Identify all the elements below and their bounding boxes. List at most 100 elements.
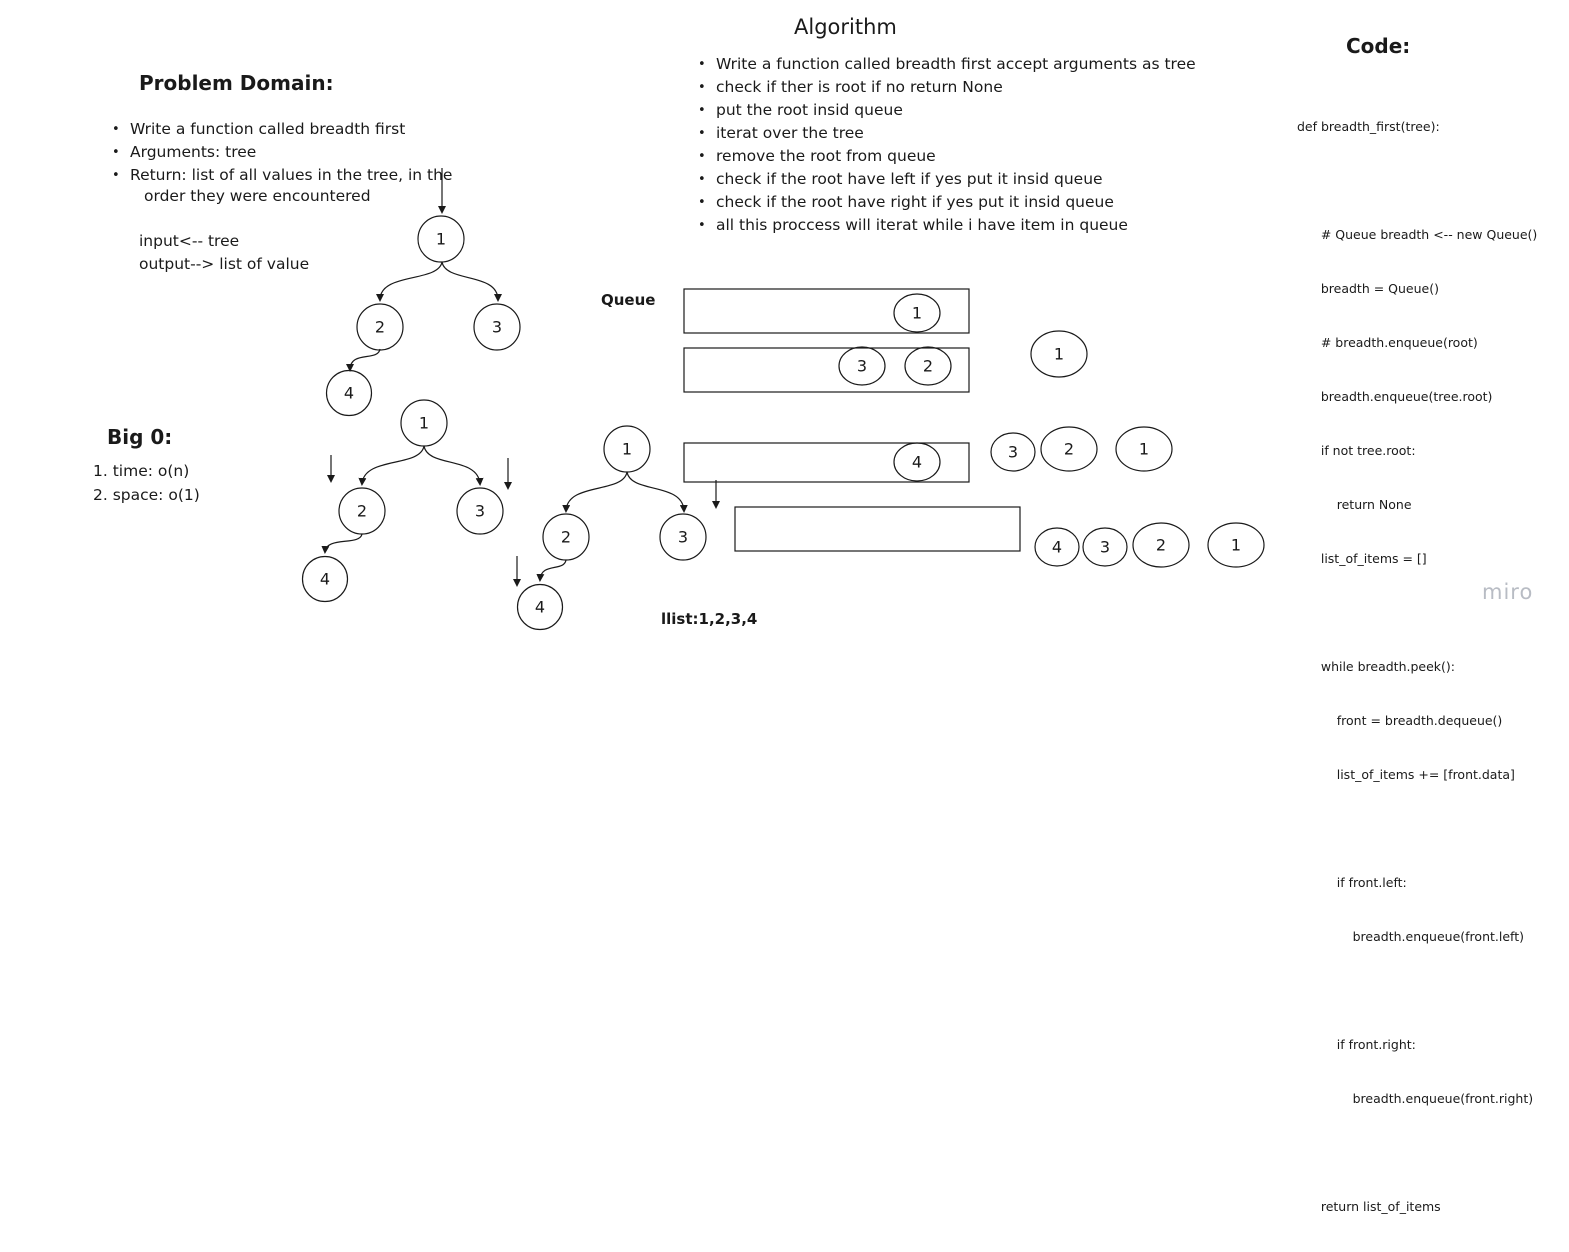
output-item (1082, 527, 1128, 567)
algorithm-step: check if the root have right if yes put … (696, 191, 1196, 214)
queue-item (904, 346, 952, 386)
output-item-label: 2 (1156, 536, 1166, 555)
algorithm-step: put the root insid queue (696, 99, 1196, 122)
result-label: llist:1,2,3,4 (661, 610, 758, 628)
output-item-label: 2 (1064, 440, 1074, 459)
tree-edge (376, 261, 443, 302)
node-label: 3 (678, 528, 688, 547)
tree-node (542, 513, 590, 561)
problem-domain-list: Write a function called breadth first Ar… (110, 118, 452, 187)
whiteboard-canvas[interactable]: Problem Domain: Write a function called … (0, 0, 1569, 1214)
tree-node (417, 215, 465, 263)
code-line: # Queue breadth <-- new Queue() (1297, 227, 1538, 242)
big-o-item: 2. space: o(1) (93, 486, 200, 504)
node-label: 1 (622, 440, 632, 459)
node-label: 1 (419, 414, 429, 433)
algorithm-steps: Write a function called breadth first ac… (696, 53, 1196, 237)
tree-edge (321, 533, 363, 554)
output-item-label: 3 (1008, 443, 1018, 462)
tree-diagram-c (513, 425, 720, 631)
queue-item-label: 2 (923, 357, 933, 376)
code-line: if not tree.root: (1297, 443, 1416, 458)
io-output: output--> list of value (139, 255, 310, 273)
code-line: front = breadth.dequeue() (1297, 713, 1503, 728)
algorithm-step: remove the root from queue (696, 145, 1196, 168)
output-item (1132, 522, 1190, 568)
problem-domain-continuation: order they were encountered (144, 187, 371, 205)
node-label: 2 (357, 502, 367, 521)
tree-node (338, 487, 386, 535)
output-item (1207, 522, 1265, 568)
code-title: Code: (1346, 34, 1411, 58)
output-item-label: 3 (1100, 538, 1110, 557)
code-line: ​ (1297, 982, 1537, 1000)
problem-domain-title: Problem Domain: (139, 71, 334, 95)
tree-node (473, 303, 521, 351)
code-line: def breadth_first(tree): (1297, 119, 1440, 134)
node-label: 3 (475, 502, 485, 521)
algorithm-step: Write a function called breadth first ac… (696, 53, 1196, 76)
node-label: 4 (320, 570, 330, 589)
io-input: input<-- tree (139, 232, 240, 250)
queue-item (893, 293, 941, 333)
queue-item (838, 346, 886, 386)
queue-item-label: 3 (857, 357, 867, 376)
node-label: 4 (344, 384, 354, 403)
algorithm-step: check if ther is root if no return None (696, 76, 1196, 99)
code-line: if front.right: (1297, 1037, 1416, 1052)
code-line: # breadth.enqueue(root) (1297, 335, 1478, 350)
tree-node (456, 487, 504, 535)
node-label: 1 (436, 230, 446, 249)
tree-node (659, 513, 707, 561)
algorithm-step: iterat over the tree (696, 122, 1196, 145)
output-item-label: 1 (1231, 536, 1241, 555)
tree-node (603, 425, 651, 473)
problem-domain-bullet: Arguments: tree (110, 141, 452, 164)
tree-edge (346, 348, 381, 372)
tree-edge (423, 445, 484, 486)
queue-label: Queue (601, 291, 656, 309)
tree-node (516, 583, 564, 631)
tree-node (400, 399, 448, 447)
algorithm-title: Algorithm (794, 15, 897, 39)
code-line: breadth.enqueue(front.right) (1297, 1091, 1534, 1106)
tree-edge (358, 445, 425, 486)
problem-domain-bullet: Write a function called breadth first (110, 118, 452, 141)
algorithm-step: check if the root have left if yes put i… (696, 168, 1196, 191)
queue-item-label: 1 (912, 304, 922, 323)
big-o-item: 1. time: o(n) (93, 462, 190, 480)
node-label: 2 (375, 318, 385, 337)
node-label: 3 (492, 318, 502, 337)
code-line: list_of_items += [front.data] (1297, 767, 1515, 782)
output-item-label: 4 (1052, 538, 1062, 557)
tree-edge (441, 261, 502, 302)
diagram-layer: 1 2 3 4 1 2 3 4 1 2 3 4 1 3 2 4 1 3 2 1 … (301, 168, 1265, 631)
code-line: return None (1297, 497, 1412, 512)
queue-item-label: 4 (912, 453, 922, 472)
code-line: breadth.enqueue(front.left) (1297, 929, 1524, 944)
tree-node (356, 303, 404, 351)
queue-box (683, 288, 970, 334)
output-item (1030, 330, 1088, 378)
tree-edge (626, 471, 688, 513)
code-line: while breadth.peek(): (1297, 659, 1455, 674)
output-item (1034, 527, 1080, 567)
queue-item (893, 442, 941, 482)
queue-box (683, 347, 970, 393)
code-line: list_of_items = [] (1297, 551, 1427, 566)
tree-diagram-b (301, 399, 512, 603)
node-label: 2 (561, 528, 571, 547)
algorithm-step: all this proccess will iterat while i ha… (696, 214, 1196, 237)
tree-edge (562, 471, 628, 513)
problem-domain-bullet: Return: list of all values in the tree, … (110, 164, 452, 187)
tree-edge (536, 559, 567, 582)
output-item-label: 1 (1139, 440, 1149, 459)
big-o-list: 1. time: o(n) 2. space: o(1) (93, 459, 200, 507)
output-item (990, 432, 1036, 472)
code-line: breadth.enqueue(tree.root) (1297, 389, 1493, 404)
output-item (1040, 426, 1098, 472)
miro-watermark: miro (1482, 580, 1534, 604)
code-line: ​ (1297, 1144, 1537, 1162)
code-line: breadth = Queue() (1297, 281, 1439, 296)
code-line: return list_of_items (1297, 1199, 1441, 1214)
